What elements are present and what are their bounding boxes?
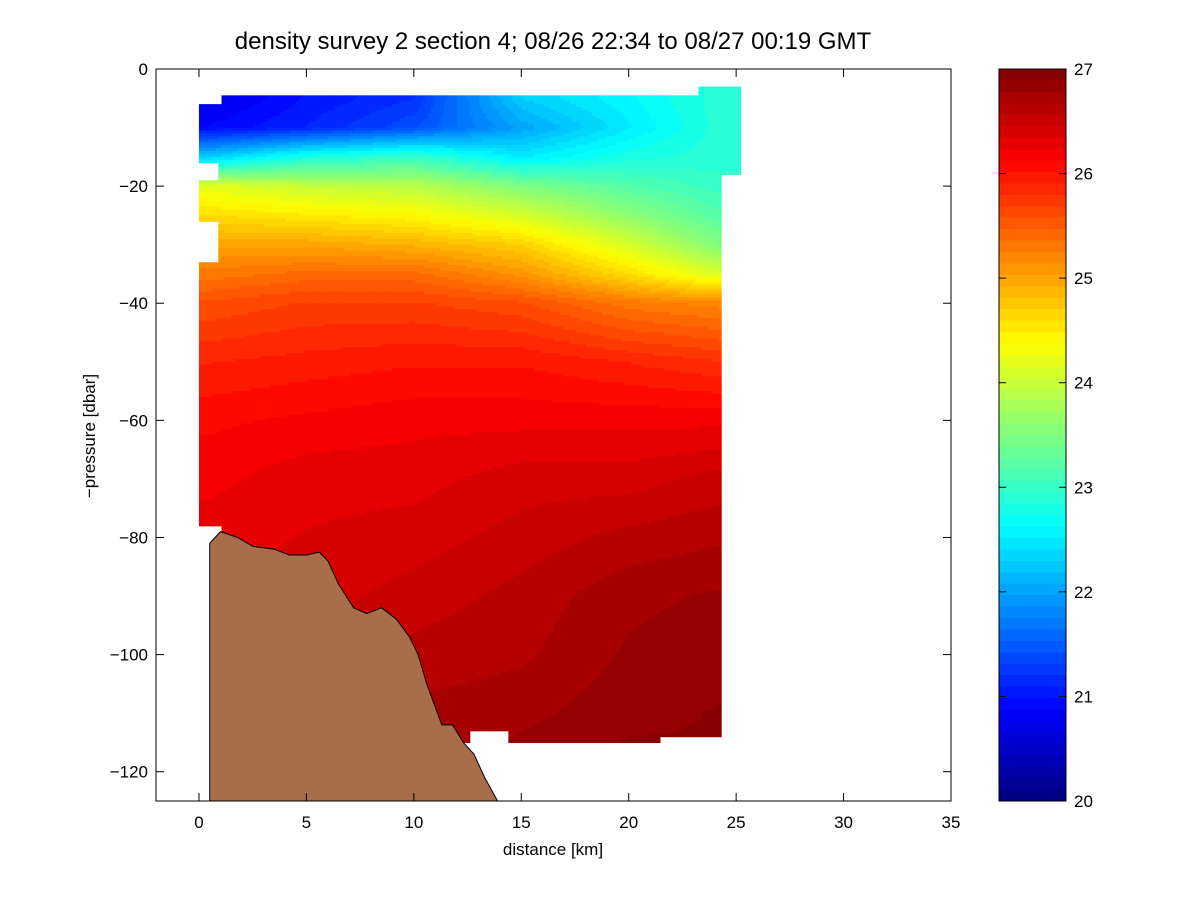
x-tick-label: 25 (727, 813, 746, 832)
y-tick-label: −20 (119, 177, 148, 196)
x-tick-label: 5 (302, 813, 311, 832)
y-axis-label: −pressure [dbar] (80, 374, 99, 498)
colorbar-tick-label: 24 (1074, 374, 1093, 393)
x-axis-label: distance [km] (503, 840, 603, 859)
y-tick-label: 0 (139, 60, 148, 79)
y-tick-label: −80 (119, 528, 148, 547)
x-tick-label: 15 (512, 813, 531, 832)
x-tick-label: 10 (404, 813, 423, 832)
y-tick-label: −60 (119, 411, 148, 430)
y-tick-label: −120 (110, 763, 148, 782)
x-tick-label: 35 (942, 813, 961, 832)
colorbar-tick-label: 27 (1074, 60, 1093, 79)
colorbar-tick-label: 23 (1074, 478, 1093, 497)
colorbar-tick-label: 20 (1074, 792, 1093, 811)
colorbar-tick-label: 21 (1074, 687, 1093, 706)
x-tick-label: 30 (834, 813, 853, 832)
colorbar-tick-label: 22 (1074, 583, 1093, 602)
colorbar-tick-label: 25 (1074, 269, 1093, 288)
colorbar (999, 69, 1066, 801)
colorbar-tick-label: 26 (1074, 165, 1093, 184)
chart-title: density survey 2 section 4; 08/26 22:34 … (235, 28, 872, 55)
x-tick-label: 20 (619, 813, 638, 832)
y-tick-label: −100 (110, 646, 148, 665)
x-tick-label: 0 (194, 813, 203, 832)
y-tick-label: −40 (119, 294, 148, 313)
